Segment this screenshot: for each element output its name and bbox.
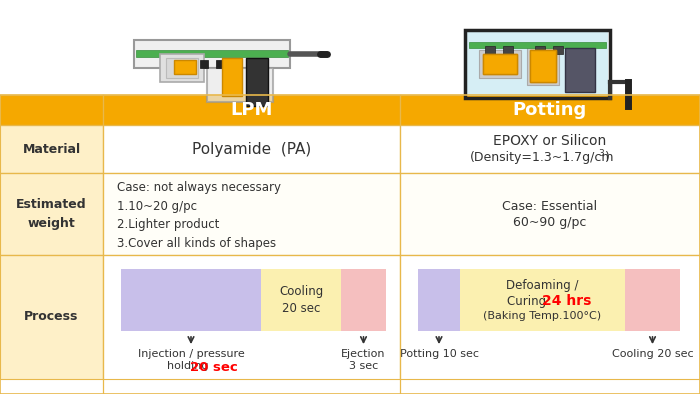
Bar <box>0 255 103 379</box>
Bar <box>0 0 700 95</box>
Bar <box>207 68 273 102</box>
Bar <box>0 173 103 255</box>
Bar <box>460 269 625 331</box>
Bar <box>134 40 290 68</box>
Text: Defoaming /: Defoaming / <box>506 279 579 292</box>
Bar <box>485 46 495 54</box>
Bar <box>0 125 103 173</box>
Text: Polyamide  (PA): Polyamide (PA) <box>192 141 311 156</box>
Text: EPOXY or Silicon: EPOXY or Silicon <box>494 134 607 148</box>
Bar <box>160 54 204 82</box>
Bar <box>103 95 400 125</box>
Bar <box>222 58 242 96</box>
Bar <box>121 269 261 331</box>
Bar <box>479 50 521 78</box>
Text: Cooling
20 sec: Cooling 20 sec <box>279 285 323 315</box>
Text: (Baking Temp.100°C): (Baking Temp.100°C) <box>484 311 601 321</box>
Bar <box>103 255 400 379</box>
Bar <box>400 173 700 255</box>
Bar <box>467 32 608 96</box>
Bar <box>0 95 700 394</box>
Bar <box>527 47 559 85</box>
Bar <box>530 50 556 82</box>
Bar <box>418 269 460 331</box>
Text: Potting: Potting <box>513 101 587 119</box>
Text: Cooling 20 sec: Cooling 20 sec <box>612 349 693 359</box>
Bar <box>103 173 400 255</box>
Text: 3 sec: 3 sec <box>349 361 378 371</box>
Bar <box>341 269 386 331</box>
Bar <box>200 60 208 68</box>
Text: Curing: Curing <box>507 295 550 308</box>
Bar <box>103 125 400 173</box>
Bar <box>246 58 268 106</box>
Text: LPM: LPM <box>230 101 273 119</box>
Bar <box>400 95 700 125</box>
Text: Ejection: Ejection <box>342 349 386 359</box>
Bar <box>216 60 224 68</box>
Bar <box>483 54 517 74</box>
Bar <box>0 95 700 394</box>
Text: Case: Essential: Case: Essential <box>503 199 598 212</box>
Text: Material: Material <box>22 143 80 156</box>
Text: Process: Process <box>25 310 78 323</box>
Bar <box>625 269 680 331</box>
Text: ): ) <box>605 151 610 164</box>
Text: Estimated
weight: Estimated weight <box>16 198 87 230</box>
Text: (Density=1.3~1.7g/cm: (Density=1.3~1.7g/cm <box>470 151 615 164</box>
Bar <box>400 125 700 173</box>
Bar <box>166 58 198 78</box>
Bar <box>530 50 556 82</box>
Text: Potting 10 sec: Potting 10 sec <box>400 349 479 359</box>
Bar <box>565 48 595 92</box>
Bar <box>535 46 545 54</box>
Text: 24 hrs: 24 hrs <box>542 294 592 308</box>
Bar <box>136 50 288 57</box>
Bar <box>174 60 196 74</box>
Bar <box>503 46 513 54</box>
Bar <box>167 60 175 68</box>
Text: holding: holding <box>167 361 216 371</box>
Text: 60~90 g/pc: 60~90 g/pc <box>513 216 587 229</box>
Text: Case: not always necessary
1.10~20 g/pc
2.Lighter product
3.Cover all kinds of s: Case: not always necessary 1.10~20 g/pc … <box>117 181 281 249</box>
Bar <box>184 60 192 68</box>
Bar <box>400 255 700 379</box>
Text: Injection / pressure: Injection / pressure <box>138 349 244 359</box>
Text: 3: 3 <box>598 149 604 158</box>
Bar <box>483 54 517 74</box>
Bar <box>469 42 606 48</box>
Bar <box>261 269 341 331</box>
Text: 20 sec: 20 sec <box>190 361 238 374</box>
Bar <box>553 46 563 54</box>
Bar <box>0 95 103 125</box>
